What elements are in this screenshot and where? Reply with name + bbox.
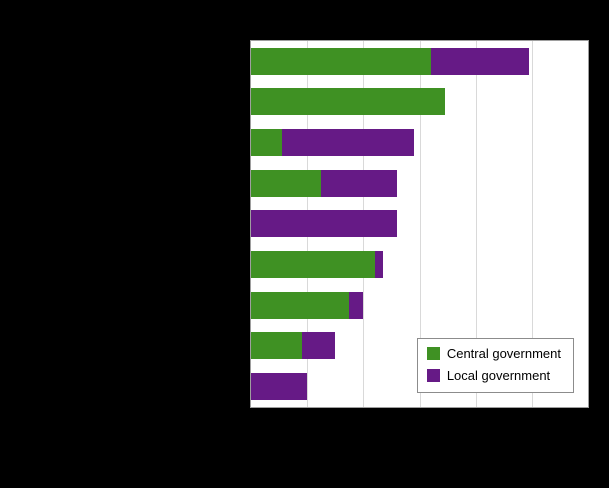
bar-row xyxy=(251,210,588,238)
local-government-bar-segment xyxy=(374,251,383,279)
gridline xyxy=(475,41,477,407)
central-government-bar-segment xyxy=(251,88,445,116)
central-government-swatch xyxy=(426,347,440,360)
legend-item-central-government: Central government xyxy=(426,346,561,361)
bar-row xyxy=(251,88,588,116)
legend-label-local-government: Local government xyxy=(446,368,551,383)
bar-row xyxy=(251,169,588,197)
bar-row xyxy=(251,129,588,157)
bar-row xyxy=(251,251,588,279)
bar-row xyxy=(251,47,588,75)
central-government-bar-segment xyxy=(251,169,322,197)
central-government-bar-segment xyxy=(251,47,431,75)
local-government-bar-segment xyxy=(251,210,398,238)
gridline xyxy=(419,41,421,407)
local-government-bar-segment xyxy=(251,373,308,401)
local-government-bar-segment xyxy=(321,169,398,197)
gridline xyxy=(531,41,533,407)
central-government-bar-segment xyxy=(251,129,282,157)
bar-row xyxy=(251,332,588,360)
local-government-bar-segment xyxy=(281,129,414,157)
local-government-bar-segment xyxy=(349,291,364,319)
legend-label-central-government: Central government xyxy=(446,346,561,361)
plot-area: Central government Local government xyxy=(250,40,589,408)
bar-row xyxy=(251,291,588,319)
local-government-swatch xyxy=(426,369,440,382)
central-government-bar-segment xyxy=(251,332,302,360)
bar-row xyxy=(251,373,588,401)
legend-item-local-government: Local government xyxy=(426,368,561,383)
central-government-bar-segment xyxy=(251,251,375,279)
local-government-bar-segment xyxy=(430,47,529,75)
central-government-bar-segment xyxy=(251,291,350,319)
bars-container xyxy=(251,41,588,407)
local-government-bar-segment xyxy=(301,332,336,360)
legend: Central government Local government xyxy=(416,338,574,393)
